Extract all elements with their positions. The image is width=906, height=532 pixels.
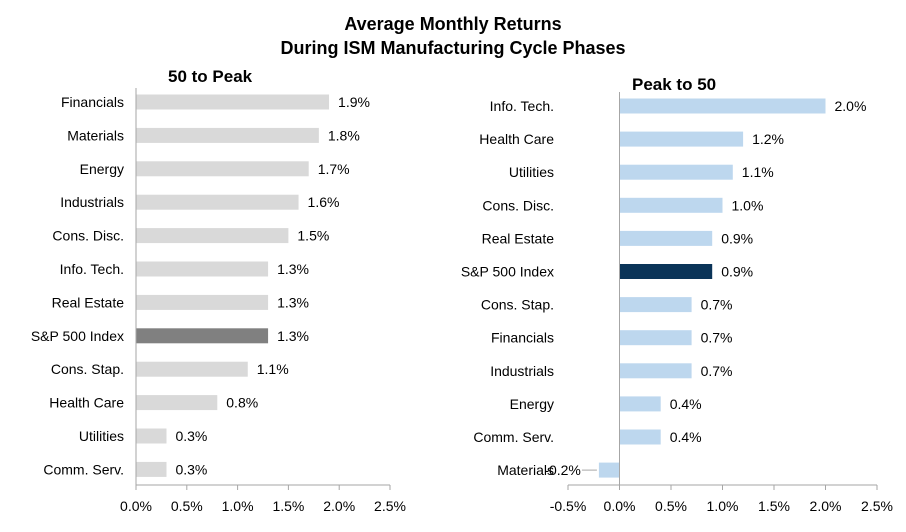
- left-bar: [136, 461, 167, 477]
- right-category-label: Cons. Disc.: [482, 197, 554, 213]
- left-category-label: Industrials: [60, 194, 124, 210]
- right-value-label: 1.0%: [732, 197, 764, 213]
- left-panel-title: 50 to Peak: [168, 67, 253, 86]
- right-bar: [619, 297, 692, 313]
- right-x-tick-label: 2.5%: [861, 498, 893, 514]
- left-x-tick-label: 2.0%: [323, 498, 355, 514]
- left-bar: [136, 161, 309, 177]
- left-x-tick-label: 1.0%: [222, 498, 254, 514]
- left-category-label: Energy: [80, 161, 124, 177]
- right-value-label: 0.9%: [721, 230, 753, 246]
- right-value-label: 0.7%: [701, 330, 733, 346]
- left-category-label: Utilities: [79, 428, 124, 444]
- right-category-label: Industrials: [490, 363, 554, 379]
- right-value-label: 0.7%: [701, 297, 733, 313]
- left-bar: [136, 261, 269, 277]
- left-value-label: 1.8%: [328, 127, 360, 143]
- right-category-label: Comm. Serv.: [473, 429, 554, 445]
- left-value-label: 1.7%: [318, 161, 350, 177]
- left-bar: [136, 361, 248, 377]
- left-bar: [136, 228, 289, 244]
- left-value-label: 1.6%: [308, 194, 340, 210]
- right-x-tick-label: 0.5%: [655, 498, 687, 514]
- left-category-label: S&P 500 Index: [31, 328, 124, 344]
- left-bar: [136, 194, 299, 210]
- right-category-label: Info. Tech.: [490, 98, 554, 114]
- left-category-label: Financials: [61, 94, 124, 110]
- right-bar: [619, 197, 723, 213]
- left-value-label: 1.3%: [277, 328, 309, 344]
- left-value-label: 0.8%: [226, 395, 258, 411]
- left-value-label: 1.5%: [297, 228, 329, 244]
- right-value-label: 1.2%: [752, 131, 784, 147]
- right-value-label: 0.7%: [701, 363, 733, 379]
- right-bar: [619, 396, 661, 412]
- right-category-label: Health Care: [479, 131, 554, 147]
- left-category-label: Comm. Serv.: [43, 461, 124, 477]
- left-value-label: 1.9%: [338, 94, 370, 110]
- right-category-label: Materials: [497, 462, 554, 478]
- left-category-label: Materials: [67, 127, 124, 143]
- left-x-tick-label: 0.0%: [120, 498, 152, 514]
- right-x-tick-label: 1.0%: [707, 498, 739, 514]
- right-bar: [619, 330, 692, 346]
- left-category-label: Real Estate: [52, 294, 125, 310]
- right-category-label: Cons. Stap.: [481, 297, 554, 313]
- right-value-label: 0.4%: [670, 396, 702, 412]
- left-category-label: Cons. Disc.: [52, 228, 124, 244]
- left-category-label: Cons. Stap.: [51, 361, 124, 377]
- left-value-label: 1.1%: [257, 361, 289, 377]
- left-bar: [136, 294, 269, 310]
- left-category-label: Health Care: [49, 395, 124, 411]
- right-panel-title: Peak to 50: [632, 75, 716, 94]
- right-bar: [619, 131, 744, 147]
- left-value-label: 0.3%: [175, 461, 207, 477]
- right-category-label: Utilities: [509, 164, 554, 180]
- chart-title-line-1: Average Monthly Returns: [344, 14, 562, 34]
- right-bar: [619, 264, 713, 279]
- right-bar: [619, 98, 826, 114]
- right-x-tick-label: 0.0%: [604, 498, 636, 514]
- right-category-label: Real Estate: [482, 230, 555, 246]
- right-bar: [619, 363, 692, 379]
- chart-title-line-2: During ISM Manufacturing Cycle Phases: [280, 38, 626, 58]
- left-bar: [136, 428, 167, 444]
- left-category-label: Info. Tech.: [60, 261, 124, 277]
- left-x-tick-label: 1.5%: [272, 498, 304, 514]
- right-bar: [619, 429, 661, 445]
- left-value-label: 1.3%: [277, 294, 309, 310]
- right-bar: [619, 164, 733, 180]
- left-x-tick-label: 0.5%: [171, 498, 203, 514]
- right-category-label: Financials: [491, 330, 554, 346]
- right-bar: [598, 462, 620, 478]
- left-bar: [136, 127, 319, 143]
- right-value-label: 0.9%: [721, 264, 753, 280]
- right-value-label: 2.0%: [835, 98, 867, 114]
- left-value-label: 0.3%: [175, 428, 207, 444]
- right-x-tick-label: 2.0%: [810, 498, 842, 514]
- right-x-tick-label: -0.5%: [550, 498, 587, 514]
- right-value-label: -0.2%: [544, 462, 581, 478]
- left-bar: [136, 395, 218, 411]
- left-x-tick-label: 2.5%: [374, 498, 406, 514]
- left-bar: [136, 328, 269, 344]
- left-value-label: 1.3%: [277, 261, 309, 277]
- left-bar: [136, 94, 330, 110]
- right-bar: [619, 230, 713, 246]
- right-category-label: Energy: [510, 396, 554, 412]
- right-category-label: S&P 500 Index: [461, 264, 554, 280]
- right-value-label: 0.4%: [670, 429, 702, 445]
- right-value-label: 1.1%: [742, 164, 774, 180]
- right-x-tick-label: 1.5%: [758, 498, 790, 514]
